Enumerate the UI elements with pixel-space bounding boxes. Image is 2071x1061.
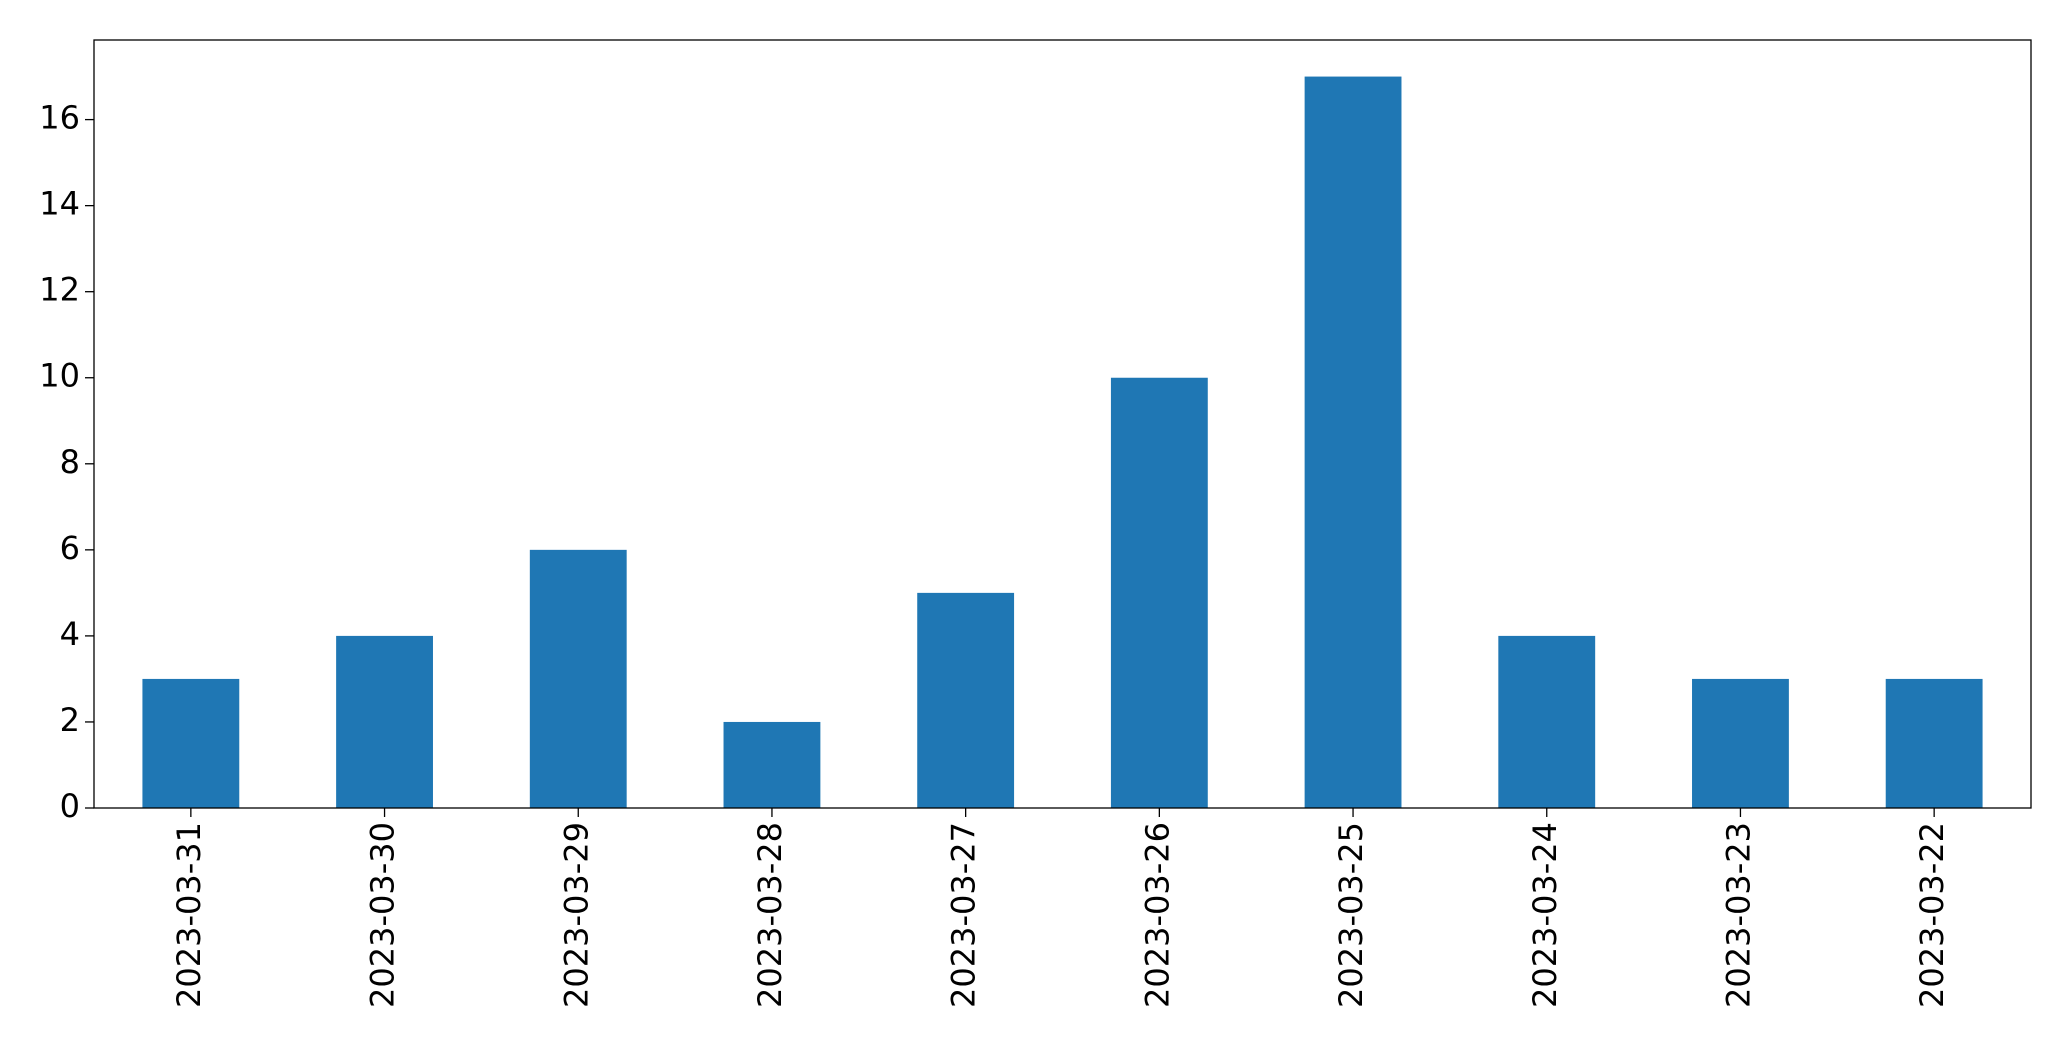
- y-tick-label: 4: [60, 615, 80, 653]
- x-tick-label: 2023-03-24: [1526, 822, 1564, 1008]
- bar: [336, 635, 433, 808]
- bar: [1304, 76, 1402, 809]
- x-tick-label: 2023-03-30: [364, 822, 402, 1008]
- x-tick-label: 2023-03-23: [1719, 822, 1757, 1008]
- x-tick-label: 2023-03-22: [1913, 822, 1951, 1008]
- plot-frame: [93, 39, 2032, 809]
- y-tick-label: 2: [60, 701, 80, 739]
- y-tick-label: 12: [39, 271, 80, 309]
- bar: [1692, 678, 1789, 808]
- y-tick-label: 14: [39, 185, 80, 223]
- bar: [723, 721, 821, 808]
- bar: [142, 678, 240, 808]
- bar: [917, 592, 1015, 808]
- x-tick-label: 2023-03-31: [170, 822, 208, 1008]
- y-tick-label: 16: [39, 99, 80, 137]
- bar: [1885, 678, 1983, 808]
- bar: [529, 549, 627, 808]
- x-tick-label: 2023-03-25: [1332, 822, 1370, 1008]
- x-tick-label: 2023-03-26: [1138, 822, 1176, 1008]
- y-tick-label: 10: [39, 357, 80, 395]
- y-tick-label: 8: [60, 443, 80, 481]
- bar: [1498, 635, 1596, 808]
- bar: [1110, 377, 1208, 808]
- x-tick-label: 2023-03-27: [945, 822, 983, 1008]
- y-tick-label: 0: [60, 787, 80, 825]
- x-tick-label: 2023-03-28: [751, 822, 789, 1008]
- y-tick-label: 6: [60, 529, 80, 567]
- x-tick-label: 2023-03-29: [557, 822, 595, 1008]
